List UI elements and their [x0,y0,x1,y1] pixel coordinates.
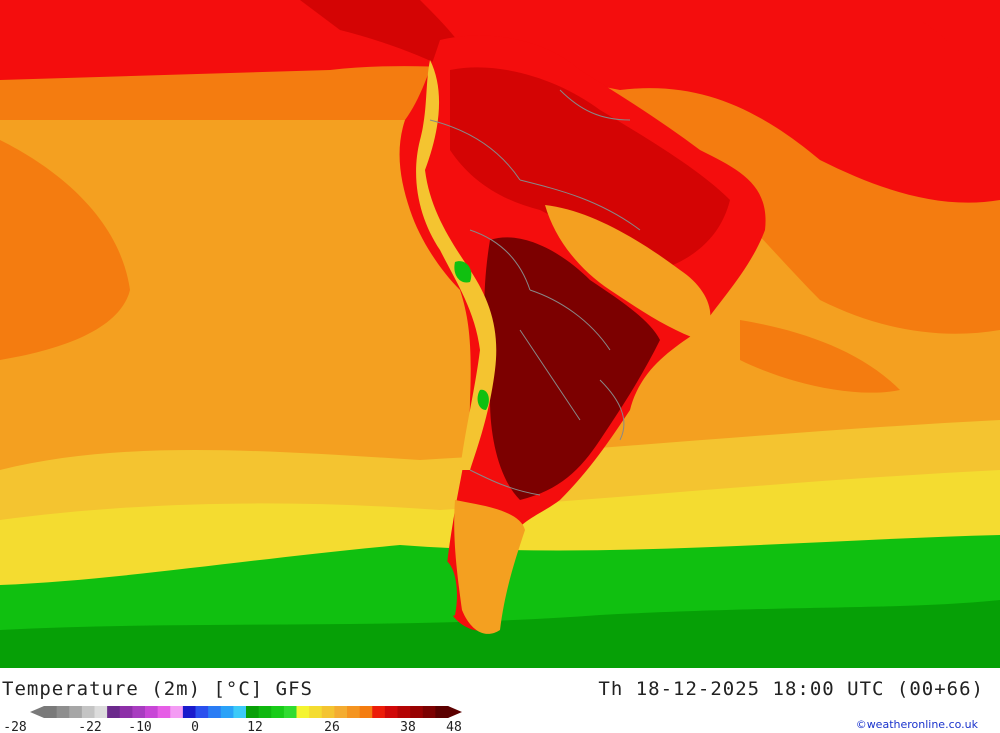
legend-swatch [208,706,222,718]
color-legend: -28 -22 -10 0 12 26 38 48 [3,706,462,733]
legend-swatch [107,706,121,718]
patagonia-land [454,500,525,634]
legend-tick-label: 48 [446,720,462,733]
legend-swatch [296,706,310,718]
southern-chile-green [441,560,457,616]
legend-swatch [56,706,70,718]
legend-swatch [119,706,133,718]
map-timestamp: Th 18-12-2025 18:00 UTC (00+66) [598,678,984,700]
legend-swatch [233,706,247,718]
legend-swatch [271,706,285,718]
map-canvas [0,0,1000,668]
central-america-land [300,0,470,70]
legend-swatch [347,706,361,718]
legend-swatch [372,706,386,718]
legend-ticks: -28 -22 -10 0 12 26 38 48 [3,720,462,733]
andes-green-patch-south [477,389,489,410]
credit-link[interactable]: ©weatheronline.co.uk [855,718,978,731]
amazon-hot-zone [450,67,730,270]
legend-swatch [435,706,449,718]
legend-tick-label: 0 [191,720,199,733]
legend-tick-label: 38 [400,720,416,733]
country-borders [429,89,641,496]
legend-swatch [81,706,95,718]
ocean-band-red-north [0,0,1000,203]
andes-green-patch [454,261,472,283]
legend-swatch [309,706,323,718]
legend-swatch [422,706,436,718]
legend-swatch [334,706,348,718]
legend-tick-label: -10 [128,720,151,733]
legend-swatch [145,706,159,718]
map-title: Temperature (2m) [°C] GFS [2,678,313,700]
legend-swatch [44,706,58,718]
legend-tick-label: 12 [247,720,263,733]
legend-tick-label: -22 [78,720,101,733]
legend-swatch [321,706,335,718]
legend-tick-label: 26 [324,720,340,733]
atlantic-orange-patch [740,320,900,393]
legend-swatches [30,706,462,718]
africa-edge [920,0,1000,90]
legend-swatch [94,706,108,718]
legend-swatch [69,706,83,718]
legend-swatch [359,706,373,718]
map-footer: Temperature (2m) [°C] GFS Th 18-12-2025 … [0,668,1000,733]
legend-swatch [132,706,146,718]
legend-swatch [157,706,171,718]
legend-swatch [170,706,184,718]
brazil-highlands-cooler [545,205,711,340]
legend-swatch [246,706,260,718]
legend-swatch [397,706,411,718]
legend-swatch [220,706,234,718]
temperature-map [0,0,1000,668]
pampas-hot-core [484,237,660,501]
legend-swatch [384,706,398,718]
legend-arrow-left [30,706,44,718]
legend-swatch [410,706,424,718]
ocean-band-dark-green [0,600,1000,668]
legend-swatch [283,706,297,718]
legend-swatch [258,706,272,718]
legend-tick-label: -28 [3,720,26,733]
legend-swatch [195,706,209,718]
legend-arrow-right [448,706,462,718]
pacific-orange-west [0,140,130,360]
legend-swatch [182,706,196,718]
